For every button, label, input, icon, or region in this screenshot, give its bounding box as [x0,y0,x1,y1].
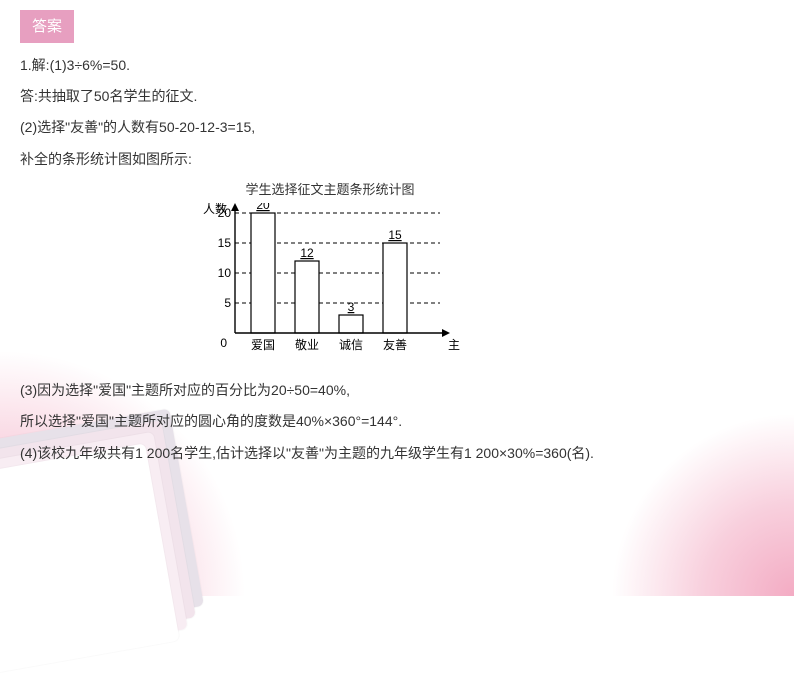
svg-text:12: 12 [300,246,314,260]
svg-text:3: 3 [348,300,355,314]
svg-text:10: 10 [218,266,232,280]
solution-line: (4)该校九年级共有1 200名学生,估计选择以"友善"为主题的九年级学生有1 … [20,441,774,466]
svg-text:诚信: 诚信 [339,338,363,352]
bar-chart: 学生选择征文主题条形统计图 人数510152020爱国12敬业3诚信15友善0主… [200,178,460,368]
svg-text:主题: 主题 [448,338,460,352]
svg-text:5: 5 [224,296,231,310]
svg-text:15: 15 [218,236,232,250]
solution-line: (3)因为选择"爱国"主题所对应的百分比为20÷50=40%, [20,378,774,403]
answer-tag: 答案 [20,10,74,43]
svg-text:0: 0 [220,336,227,350]
solution-line: 答:共抽取了50名学生的征文. [20,84,774,109]
chart-svg: 人数510152020爱国12敬业3诚信15友善0主题 [200,203,460,368]
svg-text:敬业: 敬业 [295,338,319,352]
solution-line: 所以选择"爱国"主题所对应的圆心角的度数是40%×360°=144°. [20,409,774,434]
solution-line: 补全的条形统计图如图所示: [20,147,774,172]
svg-text:20: 20 [256,203,270,212]
svg-text:15: 15 [388,228,402,242]
solution-line: (2)选择"友善"的人数有50-20-12-3=15, [20,115,774,140]
solution-line: 1.解:(1)3÷6%=50. [20,53,774,78]
content-area: 答案 1.解:(1)3÷6%=50. 答:共抽取了50名学生的征文. (2)选择… [20,10,774,586]
svg-text:友善: 友善 [383,337,407,352]
svg-text:爱国: 爱国 [251,338,275,352]
svg-text:20: 20 [218,206,232,220]
chart-title: 学生选择征文主题条形统计图 [200,178,460,201]
